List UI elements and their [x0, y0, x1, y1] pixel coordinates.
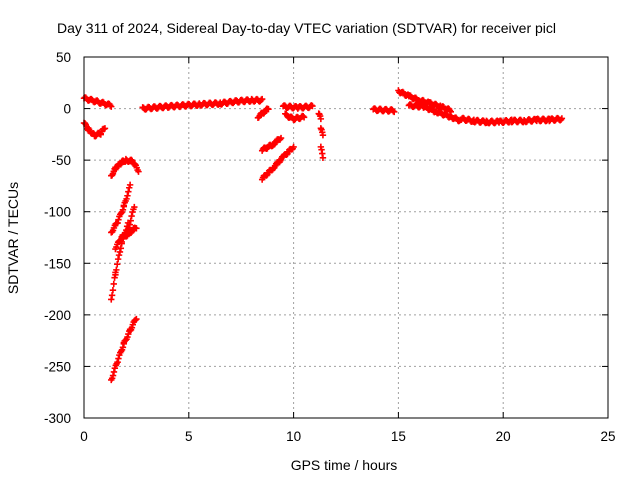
data-point	[133, 315, 140, 323]
data-point	[125, 188, 132, 195]
data-point	[124, 192, 131, 199]
data-point	[110, 280, 117, 288]
data-point	[319, 131, 327, 139]
data-series-segment	[108, 155, 142, 179]
data-point	[319, 154, 327, 162]
data-point	[110, 368, 118, 376]
data-point	[109, 286, 117, 294]
data-series-segment	[370, 105, 398, 116]
axis-ticks: 0 5 10 15 20 25 50 0 -50 -100 -150 -200 -250 -300	[44, 50, 616, 444]
plot-frame	[83, 56, 609, 419]
y-tick-label: -100	[44, 205, 71, 220]
y-tick-label: -200	[44, 308, 71, 323]
data-point	[290, 143, 297, 151]
data-series-segment	[80, 119, 109, 140]
data-point	[391, 108, 398, 116]
data-point	[119, 344, 127, 351]
data-point	[133, 225, 140, 232]
data-point	[116, 248, 124, 256]
data-point	[124, 333, 131, 341]
data-series-segment	[80, 94, 115, 110]
data-point	[107, 102, 114, 109]
data-point	[108, 103, 115, 110]
data-point	[135, 168, 142, 175]
y-tick-label: 50	[56, 50, 71, 65]
x-tick-label: 5	[185, 429, 193, 444]
data-point	[132, 316, 139, 324]
data-point	[113, 266, 120, 274]
x-tick-label: 20	[496, 429, 511, 444]
data-points	[80, 87, 566, 384]
data-point	[131, 203, 138, 211]
data-point	[446, 107, 454, 114]
data-point	[300, 113, 307, 120]
data-point	[115, 355, 122, 362]
data-point	[558, 115, 566, 122]
data-series-segment	[258, 134, 285, 154]
data-point	[115, 216, 122, 223]
data-point	[114, 261, 121, 268]
data-point	[108, 292, 116, 299]
x-tick-label: 0	[80, 429, 88, 444]
chart-title: Day 311 of 2024, Sidereal Day-to-day VTE…	[57, 20, 556, 36]
data-series-segment	[108, 315, 140, 384]
data-point	[309, 102, 316, 110]
data-point	[112, 271, 119, 279]
data-point	[117, 210, 125, 217]
data-point	[131, 160, 139, 168]
data-point	[126, 181, 134, 189]
data-series-segment	[120, 224, 140, 240]
y-tick-label: -150	[44, 256, 71, 271]
data-point	[258, 95, 266, 103]
data-point	[126, 221, 134, 228]
data-series-segment	[282, 110, 308, 124]
x-axis-label: GPS time / hours	[291, 457, 398, 473]
data-series-segment	[458, 114, 566, 127]
data-point	[115, 251, 123, 259]
data-point	[277, 134, 285, 142]
x-tick-label: 10	[286, 429, 301, 444]
data-point	[81, 119, 89, 127]
data-series-segment	[317, 143, 327, 162]
data-series-segment	[279, 102, 316, 112]
y-axis-label: SDTVAR / TECUs	[5, 182, 21, 294]
data-series-segment	[395, 87, 454, 115]
y-tick-label: 0	[63, 102, 71, 117]
data-point	[265, 106, 272, 113]
data-point	[108, 296, 115, 303]
data-point	[557, 116, 565, 123]
data-point	[123, 195, 130, 203]
y-tick-label: -50	[51, 153, 71, 168]
data-series-segment	[405, 101, 465, 125]
data-point	[119, 206, 127, 214]
data-point	[114, 219, 121, 227]
data-point	[128, 324, 136, 331]
y-tick-label: -300	[44, 411, 71, 426]
data-point	[114, 359, 121, 366]
y-tick-label: -250	[44, 359, 71, 374]
data-series-segment	[254, 105, 272, 121]
data-point	[117, 245, 125, 252]
x-tick-label: 25	[600, 429, 615, 444]
data-point	[127, 217, 134, 224]
data-series-segment	[139, 95, 266, 113]
data-point	[317, 115, 325, 123]
data-point	[101, 125, 109, 132]
data-series-segment	[315, 110, 325, 123]
x-tick-label: 15	[391, 429, 406, 444]
data-point	[128, 212, 135, 220]
data-point	[300, 114, 308, 121]
data-series-segment	[317, 125, 327, 139]
data-point	[114, 255, 122, 263]
data-series-segment	[108, 181, 134, 236]
data-point	[109, 372, 117, 379]
data-series-segment	[258, 143, 297, 183]
